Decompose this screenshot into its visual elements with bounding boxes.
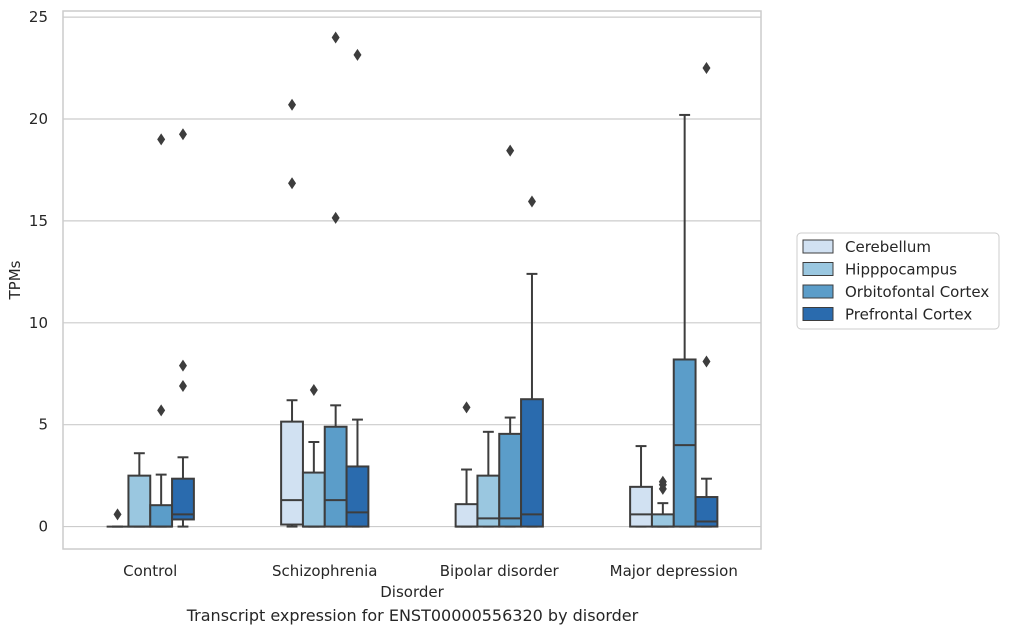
box [303,473,325,527]
x-tick-label: Schizophrenia [272,562,377,580]
box [674,359,696,526]
box [325,427,347,527]
box [630,487,652,527]
box [281,422,303,525]
outlier-point [506,145,514,157]
outlier-point [157,133,165,145]
y-axis-ticks: 0 5 10 15 20 25 [29,8,48,535]
outlier-point [702,356,710,368]
box [499,434,521,527]
outlier-point [332,31,340,43]
x-axis-label: Disorder [380,583,444,600]
legend-swatch [803,308,833,321]
y-tick-label: 10 [29,314,48,332]
outlier-point [288,177,296,189]
outlier-point [702,62,710,74]
box [652,514,674,526]
outlier-point [463,401,471,413]
y-tick-label: 0 [38,518,48,536]
legend-swatch [803,240,833,253]
x-axis-ticks: Control Schizophrenia Bipolar disorder Majo… [123,562,738,580]
outlier-point [179,128,187,140]
box [150,505,172,526]
outlier-point [310,384,318,396]
box [172,479,194,520]
outlier-point [288,99,296,111]
legend-label: Prefrontal Cortex [845,306,972,324]
y-axis-label: TPMs [6,260,24,300]
outlier-point [114,508,122,520]
y-tick-label: 5 [38,416,48,434]
outlier-point [179,360,187,372]
x-tick-label: Major depression [610,562,738,580]
box [456,504,478,526]
outlier-point [157,404,165,416]
outlier-point [332,212,340,224]
outlier-point [353,49,361,61]
box [347,466,369,526]
grid-lines [63,17,761,526]
box [521,399,543,526]
x-tick-label: Control [123,562,177,580]
legend-label: Hipppocampus [845,261,957,279]
box-plot-chart: 0 5 10 15 20 25 Control Schizophrenia Bipolar d… [0,0,1009,600]
x-tick-label: Bipolar disorder [440,562,560,580]
box [128,476,150,527]
plot-frame [63,11,761,549]
legend-swatch [803,285,833,298]
outlier-point [179,380,187,392]
legend-label: Orbitofontal Cortex [845,283,989,301]
legend: Cerebellum Hipppocampus Orbitofontal Corte… [797,233,999,329]
outlier-point [528,196,536,208]
y-tick-label: 20 [29,110,48,128]
box-plot-marks [107,31,718,526]
y-tick-label: 25 [29,8,48,26]
y-tick-label: 15 [29,212,48,230]
legend-swatch [803,263,833,276]
legend-label: Cerebellum [845,238,931,256]
figure-caption: Transcript expression for ENST0000055632… [0,606,825,625]
